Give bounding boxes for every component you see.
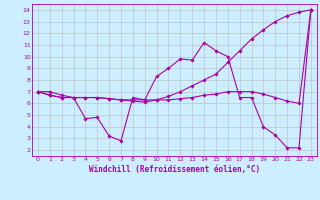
X-axis label: Windchill (Refroidissement éolien,°C): Windchill (Refroidissement éolien,°C) bbox=[89, 165, 260, 174]
